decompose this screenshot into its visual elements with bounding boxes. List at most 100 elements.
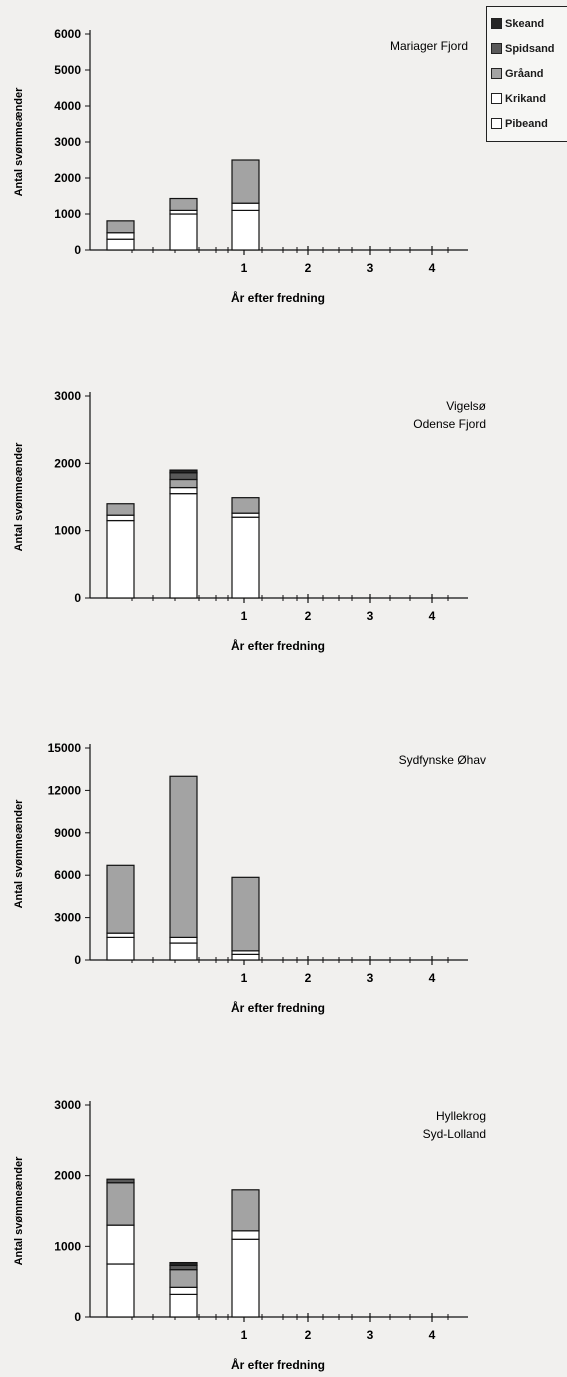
y-tick-label: 15000 xyxy=(48,741,82,755)
y-tick-label: 9000 xyxy=(54,826,81,840)
bar-segment-graaand xyxy=(169,478,198,489)
y-tick-label: 2000 xyxy=(54,456,81,470)
x-axis-label: År efter fredning xyxy=(231,638,325,653)
bar-segment-krikand xyxy=(169,936,198,944)
y-tick-label: 1000 xyxy=(54,207,81,221)
bar-segment-krikand xyxy=(106,932,135,938)
bar-segment-graaand xyxy=(169,197,198,212)
legend-label: Skeand xyxy=(505,17,545,30)
y-tick-label: 0 xyxy=(74,1310,81,1324)
bar-segment-krikand xyxy=(231,202,260,211)
x-axis-label: År efter fredning xyxy=(231,1357,325,1372)
legend-label: Gråand xyxy=(505,67,544,80)
legend-swatch xyxy=(491,18,502,29)
y-tick-label: 0 xyxy=(74,243,81,257)
chart-title: Sydfynske Øhav xyxy=(399,753,486,767)
x-tick-label: 4 xyxy=(429,1328,436,1342)
legend-item: Skeand xyxy=(491,11,567,36)
x-tick-label: 1 xyxy=(241,609,248,623)
legend-label: Spidsand xyxy=(505,42,555,55)
bar-segment-graaand xyxy=(231,497,260,514)
bar-segment-pibeand xyxy=(169,942,198,961)
legend-label: Krikand xyxy=(505,92,546,105)
bar-segment-graaand xyxy=(106,220,135,234)
bar-segment-pibeand xyxy=(231,953,260,961)
chart-title: Vigelsø xyxy=(446,399,486,413)
y-axis-label: Antal svømmeænder xyxy=(13,799,25,909)
bar-segment-pibeand xyxy=(106,936,135,961)
x-tick-label: 2 xyxy=(305,971,312,985)
x-tick-label: 3 xyxy=(367,971,374,985)
y-axis-label: Antal svømmeænder xyxy=(13,442,25,552)
legend-item: Spidsand xyxy=(491,36,567,61)
legend-swatch xyxy=(491,68,502,79)
y-tick-label: 0 xyxy=(74,953,81,967)
chart-hyllekrog-syd-lolland: 0 1000 2000 3000 1 2 3 4 År efter fredning Antal … xyxy=(13,1098,486,1372)
y-tick-label: 1000 xyxy=(54,1239,81,1253)
y-tick-label: 5000 xyxy=(54,63,81,77)
legend-label: Pibeand xyxy=(505,117,548,130)
bar-segment-krikand xyxy=(231,512,260,518)
bar-segment-krikand xyxy=(169,486,198,495)
bar-segment-graaand xyxy=(169,775,198,938)
chart-sydfynske-oehav: 0 3000 6000 9000 12000 15000 1 2 3 4 År efter fred… xyxy=(13,741,486,1015)
y-tick-label: 3000 xyxy=(54,1098,81,1112)
x-tick-label: 2 xyxy=(305,1328,312,1342)
y-axis-label: Antal svømmeænder xyxy=(13,1156,25,1266)
bar-segment-graaand xyxy=(169,1269,198,1288)
y-tick-label: 4000 xyxy=(54,99,81,113)
bar-segment-graaand xyxy=(106,1182,135,1226)
bar-segment-krikand xyxy=(231,1230,260,1240)
y-tick-label: 2000 xyxy=(54,1169,81,1183)
x-tick-label: 4 xyxy=(429,971,436,985)
legend-item: Krikand xyxy=(491,86,567,111)
bar-segment-graaand xyxy=(231,159,260,204)
legend-item: Gråand xyxy=(491,61,567,86)
x-tick-label: 1 xyxy=(241,971,248,985)
bar-segment-pibeand xyxy=(169,213,198,251)
legend-swatch xyxy=(491,43,502,54)
bar-segment-skeand xyxy=(169,1261,198,1267)
bar-segment-krikand xyxy=(106,232,135,240)
chart-mariager-fjord: 0 1000 2000 3000 4000 5000 6000 1 2 3 4 År efter fr… xyxy=(13,27,468,305)
y-tick-label: 12000 xyxy=(48,783,82,797)
chart-title: Hyllekrog xyxy=(436,1109,486,1123)
chart-title: Odense Fjord xyxy=(413,417,486,431)
bar-segment-pibeand xyxy=(231,1238,260,1318)
bar-segment-skeand xyxy=(169,469,198,474)
x-tick-label: 3 xyxy=(367,609,374,623)
x-tick-label: 1 xyxy=(241,261,248,275)
bar-segment-pibeand xyxy=(231,209,260,251)
y-tick-label: 3000 xyxy=(54,911,81,925)
y-axis-label: Antal svømmeænder xyxy=(13,87,25,197)
bar-segment-pibeand xyxy=(231,516,260,599)
bar-segment-graaand xyxy=(231,876,260,952)
bar-segment-pibeand xyxy=(169,1293,198,1318)
bar-segment-pibeand xyxy=(169,493,198,599)
x-axis-label: År efter fredning xyxy=(231,290,325,305)
legend-swatch xyxy=(491,93,502,104)
bar-segment-pibeand xyxy=(106,519,135,599)
y-tick-label: 3000 xyxy=(54,135,81,149)
bar-segment-spidsand xyxy=(169,472,198,481)
bar-segment-krikand xyxy=(169,1286,198,1295)
bar-segment-spidsand xyxy=(169,1264,198,1271)
x-tick-label: 2 xyxy=(305,261,312,275)
x-tick-label: 3 xyxy=(367,261,374,275)
bar-segment-graaand xyxy=(106,864,135,934)
chart-title: Mariager Fjord xyxy=(390,39,468,53)
bar-segment-graaand xyxy=(106,503,135,516)
bar-segment-krikand xyxy=(106,514,135,522)
x-axis-label: År efter fredning xyxy=(231,1000,325,1015)
y-tick-label: 1000 xyxy=(54,524,81,538)
x-tick-label: 4 xyxy=(429,261,436,275)
chart-vigelsoe-odense-fjord: 0 1000 2000 3000 1 2 3 4 År efter fredning Antal … xyxy=(13,389,487,653)
bar-segment-graaand xyxy=(231,1189,260,1232)
chart-title: Syd-Lolland xyxy=(423,1127,486,1141)
x-tick-label: 1 xyxy=(241,1328,248,1342)
x-tick-label: 3 xyxy=(367,1328,374,1342)
y-tick-label: 3000 xyxy=(54,389,81,403)
bar-segment-krikand xyxy=(106,1224,135,1265)
y-tick-label: 2000 xyxy=(54,171,81,185)
